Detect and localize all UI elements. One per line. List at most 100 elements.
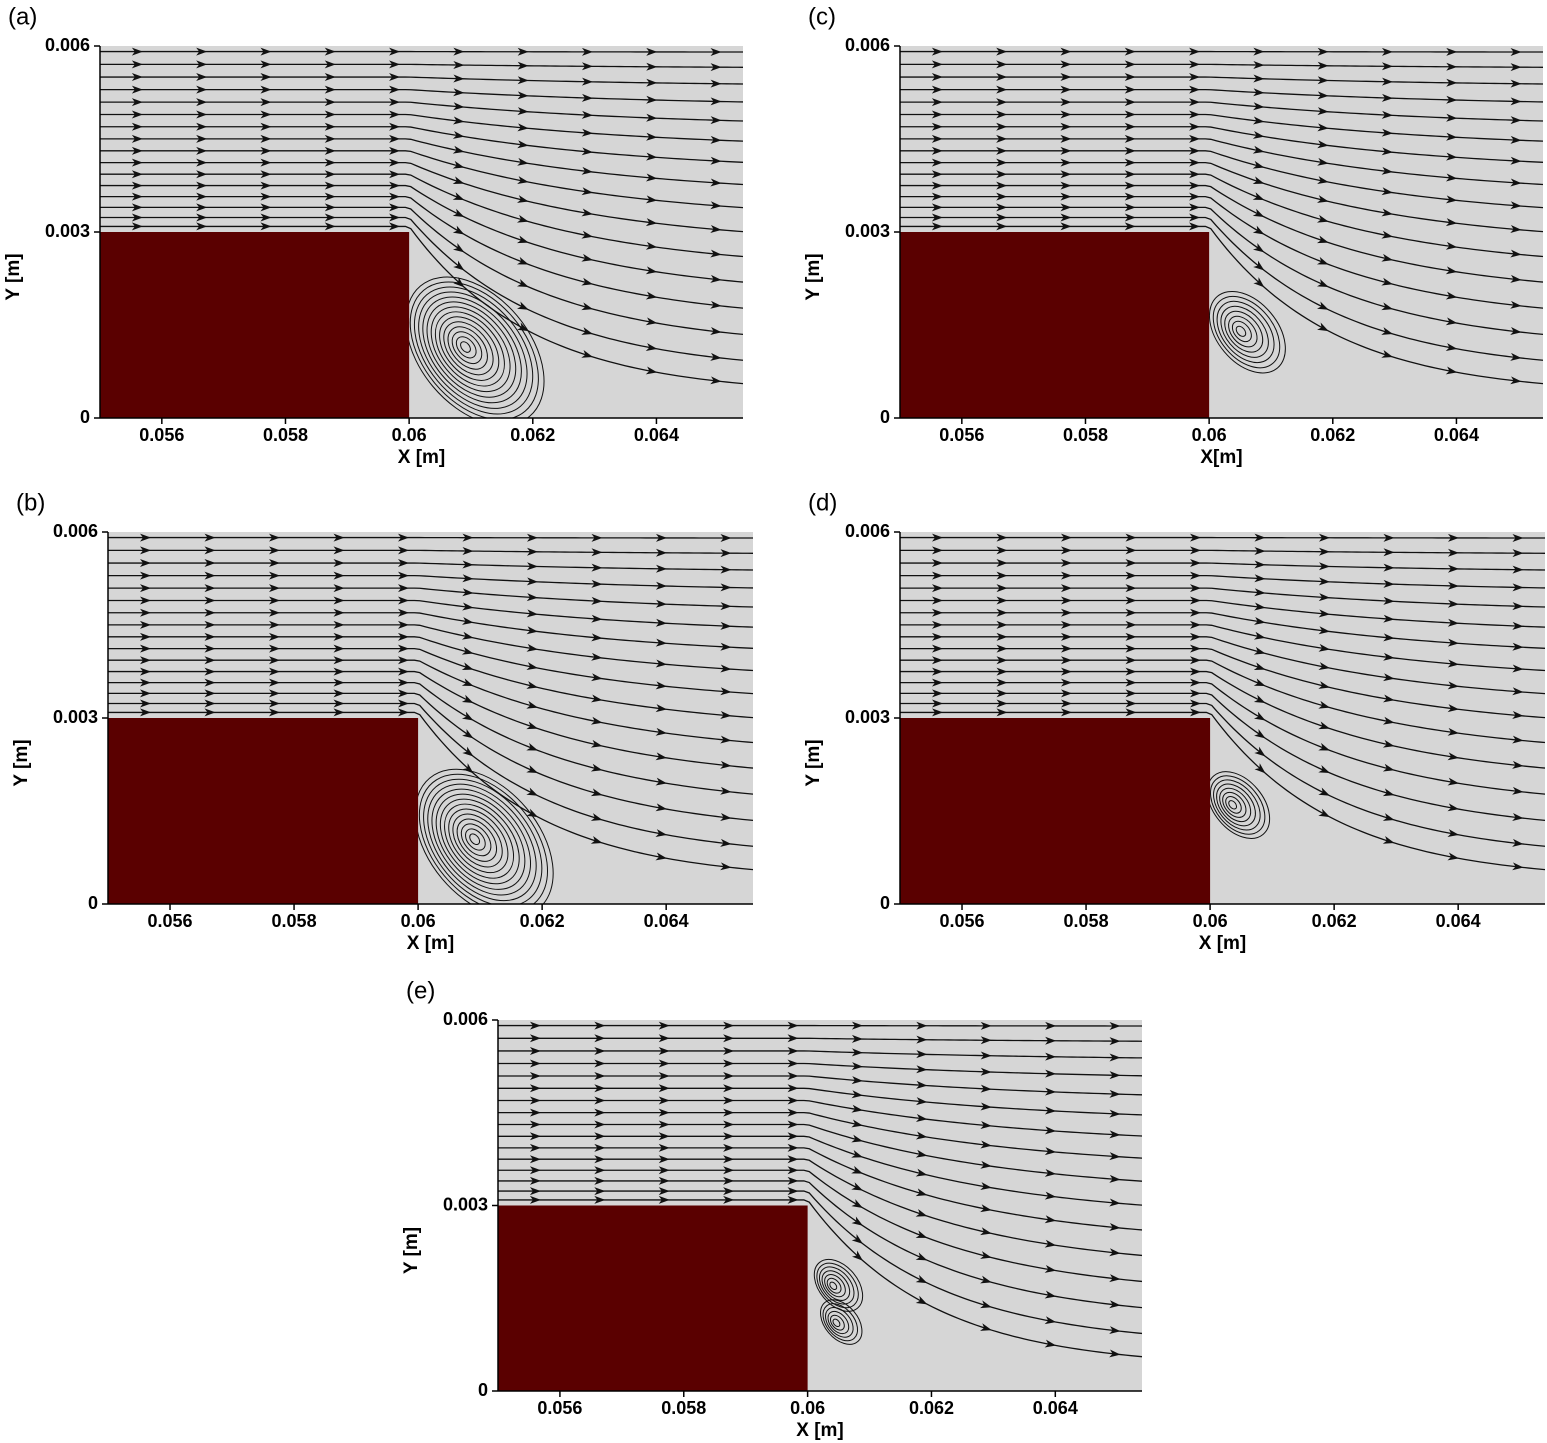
- vortex-loop: [1219, 787, 1252, 823]
- vortex-loop: [1231, 320, 1252, 343]
- arrowhead: [1125, 608, 1137, 617]
- arrowhead: [996, 533, 1008, 542]
- arrowhead: [452, 145, 465, 154]
- arrowhead: [720, 735, 732, 744]
- arrowhead: [1512, 760, 1524, 769]
- arrowhead: [980, 1182, 992, 1190]
- arrowhead: [196, 213, 208, 222]
- streamline: [900, 126, 1543, 163]
- arrowhead: [851, 1134, 863, 1143]
- arrowhead: [996, 546, 1008, 555]
- arrowhead: [1382, 716, 1395, 725]
- arrowhead: [931, 73, 943, 82]
- vortex-loop: [447, 326, 488, 370]
- arrowhead: [462, 533, 474, 542]
- arrowhead: [591, 563, 603, 572]
- arrowhead: [461, 662, 474, 671]
- arrowhead: [453, 74, 465, 83]
- arrowhead: [389, 110, 401, 119]
- arrowhead: [658, 1120, 670, 1129]
- arrowhead: [517, 76, 529, 85]
- arrowhead: [260, 170, 272, 179]
- arrowhead: [260, 47, 272, 56]
- vortex-loop: [456, 818, 498, 862]
- arrowhead: [594, 1034, 606, 1043]
- arrowhead: [324, 146, 336, 155]
- vortex-loop: [1228, 800, 1238, 810]
- x-tick-label: 0.064: [1033, 1398, 1078, 1418]
- arrowhead: [931, 98, 943, 107]
- arrowhead: [398, 546, 409, 555]
- arrowhead: [581, 327, 593, 335]
- arrowhead: [646, 62, 658, 71]
- vortex-loop: [448, 808, 509, 874]
- arrowhead: [1446, 78, 1458, 87]
- streamline: [100, 76, 743, 85]
- x-tick-label: 0.062: [909, 1398, 954, 1418]
- arrowhead: [389, 158, 401, 167]
- arrowhead: [196, 122, 208, 131]
- arrowhead: [1317, 76, 1329, 85]
- arrowhead: [389, 192, 401, 201]
- arrowhead: [1318, 626, 1330, 635]
- arrowhead: [529, 1021, 541, 1030]
- arrowhead: [324, 203, 336, 212]
- arrowhead: [1252, 208, 1265, 218]
- arrowhead: [324, 222, 336, 231]
- arrowhead: [1512, 862, 1524, 871]
- arrowhead: [1512, 687, 1524, 696]
- arrowhead: [1060, 134, 1072, 143]
- arrowhead: [932, 620, 943, 629]
- arrowhead: [655, 599, 667, 608]
- arrowhead: [1382, 788, 1395, 797]
- arrowhead: [1381, 302, 1393, 311]
- streamline: [108, 711, 753, 871]
- arrowhead: [1061, 559, 1072, 568]
- vortex-loop: [829, 1281, 838, 1291]
- arrowhead: [932, 596, 943, 605]
- arrowhead: [1252, 160, 1265, 169]
- arrowhead: [389, 181, 401, 190]
- arrowhead: [658, 1084, 670, 1093]
- arrowhead: [196, 146, 208, 155]
- arrowhead: [1512, 533, 1524, 542]
- vortex-loop: [825, 1307, 854, 1338]
- panel: 0.056 0.058 0.06 0.062 0.064 0 0.003 0.006 X [m]…: [11, 489, 753, 954]
- arrowhead: [980, 1204, 992, 1213]
- arrowhead: [140, 596, 151, 605]
- arrowhead: [398, 632, 409, 641]
- arrowhead: [196, 47, 208, 56]
- vortex-loop: [435, 793, 526, 890]
- arrowhead: [1044, 1239, 1057, 1248]
- arrowhead: [1252, 130, 1265, 139]
- x-tick-label: 0.06: [790, 1398, 825, 1418]
- arrowhead: [591, 579, 603, 588]
- vortex-loop: [423, 778, 543, 904]
- arrowhead: [1061, 708, 1072, 717]
- arrowhead: [996, 608, 1008, 617]
- arrowhead: [1190, 571, 1201, 580]
- arrowhead: [452, 160, 465, 169]
- arrowhead: [1512, 642, 1524, 651]
- arrowhead: [591, 673, 603, 682]
- arrowhead: [1060, 85, 1072, 94]
- plot-area: [108, 532, 753, 904]
- arrowhead: [645, 241, 658, 250]
- arrowhead: [658, 1195, 670, 1204]
- arrowhead: [787, 1166, 799, 1175]
- arrowhead: [333, 608, 345, 617]
- arrowhead: [996, 110, 1008, 119]
- arrowhead: [526, 609, 538, 618]
- arrowhead: [1447, 599, 1459, 608]
- streamline: [108, 670, 753, 769]
- obstacle: [498, 1205, 808, 1391]
- arrowhead: [1512, 735, 1524, 744]
- arrowhead: [204, 678, 216, 687]
- arrowhead: [1317, 176, 1329, 184]
- arrowhead: [594, 1195, 606, 1204]
- arrowhead: [1382, 694, 1395, 703]
- arrowhead: [594, 1120, 606, 1129]
- arrowhead: [529, 1143, 541, 1152]
- streamline: [498, 1169, 1142, 1283]
- arrowhead: [996, 170, 1008, 179]
